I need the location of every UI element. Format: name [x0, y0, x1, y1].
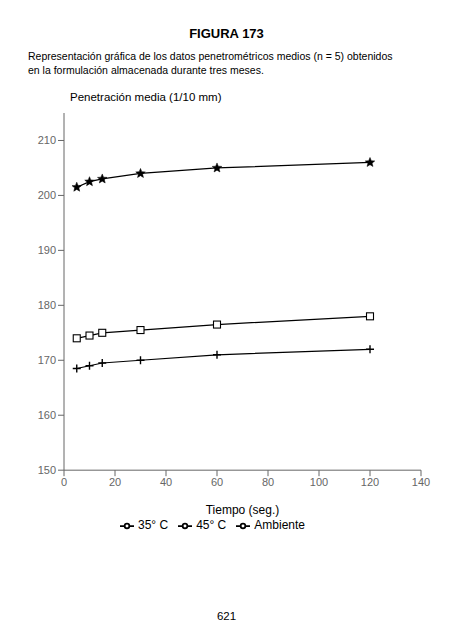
- html-text:35° C: 35° C: [138, 518, 169, 533]
- svg-text:40: 40: [160, 476, 172, 488]
- svg-text:80: 80: [262, 476, 274, 488]
- html-text:45° C: 45° C: [196, 518, 227, 533]
- html-text:Penetración media (1/10 mm): Penetración media (1/10 mm): [70, 91, 222, 103]
- svg-text:150: 150: [38, 464, 56, 476]
- html-text:FIGURA 173: FIGURA 173: [189, 26, 264, 41]
- html-text:Ambiente: Ambiente: [254, 518, 305, 533]
- svg-text:0: 0: [61, 476, 67, 488]
- svg-text:180: 180: [38, 299, 56, 311]
- html-text:en la formulación almacenada d: en la formulación almacenada durante tre…: [28, 64, 264, 76]
- svg-text:210: 210: [38, 134, 56, 146]
- svg-text:Tiempo (seg.): Tiempo (seg.): [206, 503, 280, 517]
- svg-text:100: 100: [310, 476, 328, 488]
- svg-text:160: 160: [38, 409, 56, 421]
- svg-text:170: 170: [38, 354, 56, 366]
- svg-text:140: 140: [412, 476, 430, 488]
- svg-text:200: 200: [38, 189, 56, 201]
- svg-text:60: 60: [211, 476, 223, 488]
- html-text:621: 621: [216, 610, 237, 622]
- html-text:Representación gráfica de los: Representación gráfica de los datos pene…: [28, 50, 393, 62]
- svg-text:20: 20: [109, 476, 121, 488]
- svg-text:190: 190: [38, 244, 56, 256]
- svg-text:120: 120: [361, 476, 379, 488]
